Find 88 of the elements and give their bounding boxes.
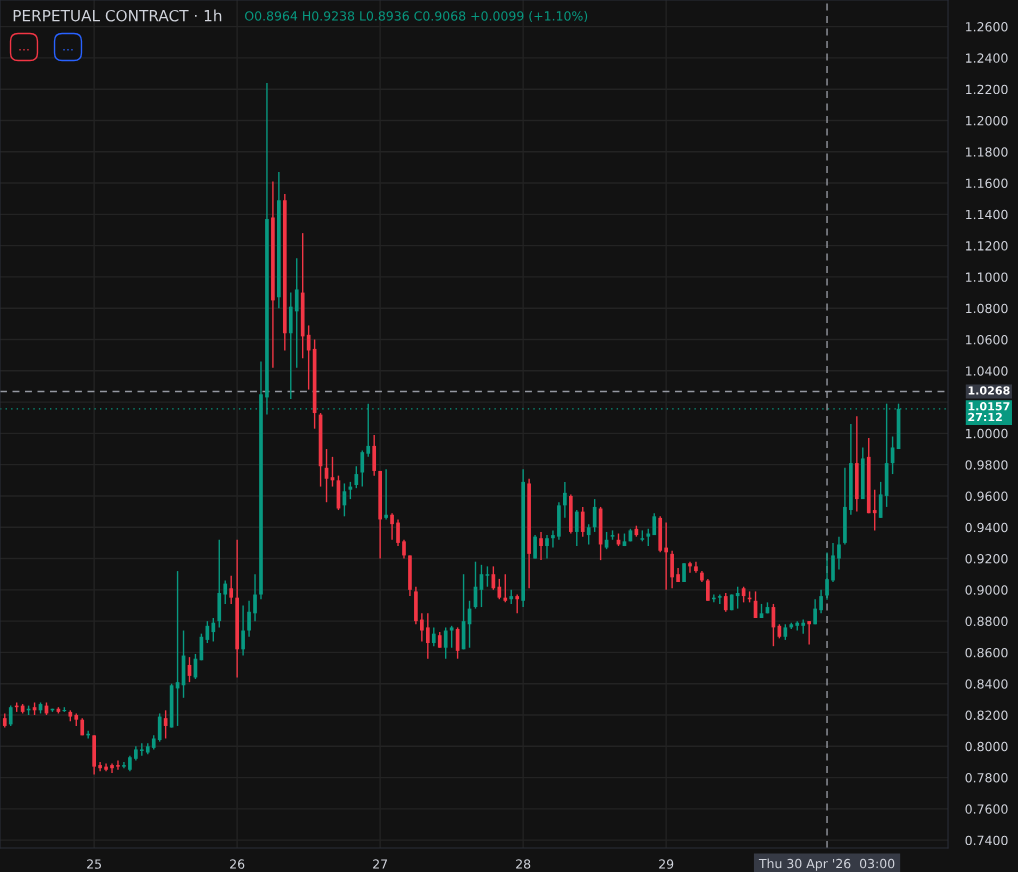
candlestick	[503, 573, 508, 604]
candlestick	[825, 551, 829, 601]
y-tick-label: 1.1800	[966, 147, 1008, 157]
candlestick	[819, 589, 823, 615]
candlestick	[247, 600, 251, 638]
y-tick-label: 1.1600	[966, 178, 1008, 188]
candlestick	[431, 626, 436, 647]
y-tick-label: 0.8800	[965, 616, 1008, 627]
y-tick-label: 1.0400	[966, 366, 1008, 376]
candlestick	[539, 531, 543, 561]
ref-line-label: Thu 30 Apr '26 03:00	[758, 858, 895, 871]
candlestick	[425, 612, 430, 660]
y-tick-label: 0.9800	[965, 460, 1008, 470]
candlestick	[98, 761, 102, 773]
candlestick	[485, 565, 490, 588]
y-tick-label: 1.0600	[966, 334, 1008, 345]
y-tick-label: 1.2200	[966, 84, 1008, 95]
y-tick-label: 0.7600	[965, 804, 1008, 814]
x-tick-label: 26	[230, 859, 245, 869]
candlestick	[223, 579, 228, 605]
candlestick	[807, 620, 812, 646]
text: O0.8964 H0.9238 L0.8936 C0.9068 +0.0099 (+1.10%)	[245, 10, 588, 23]
candlestick	[360, 449, 365, 488]
x-tick-label: 29	[659, 859, 674, 869]
candlestick	[139, 742, 144, 757]
y-tick-label: 0.9200	[965, 554, 1008, 564]
y-tick-label: 0.8400	[965, 679, 1008, 689]
candlestick	[515, 593, 520, 615]
x-tick-label: 27	[373, 859, 388, 869]
x-tick-label: 25	[87, 859, 102, 869]
candlestick	[443, 626, 448, 660]
candlestick	[449, 625, 454, 649]
y-tick-label: 0.9600	[965, 491, 1008, 501]
candlestick	[253, 573, 257, 622]
y-tick-label: 0.8000	[965, 741, 1008, 752]
candlestick	[563, 481, 567, 519]
annotation: ...	[63, 48, 73, 51]
candlestick	[878, 481, 883, 519]
candlestick	[390, 512, 394, 541]
candlestick	[574, 509, 579, 547]
candlestick	[813, 598, 817, 625]
candlestick	[294, 257, 299, 369]
candlestick	[497, 578, 502, 600]
y-tick-label: 0.8600	[965, 647, 1008, 658]
candlestick	[735, 586, 740, 610]
y-tick-label: 0.7400	[965, 835, 1008, 846]
y-tick-label: 1.2600	[966, 22, 1008, 32]
ref-line-label: 1.0157 27:12	[968, 402, 1010, 422]
y-tick-label: 0.8200	[965, 710, 1008, 720]
text: PERPETUAL CONTRACT · 1h	[13, 9, 222, 22]
candlestick	[545, 534, 549, 560]
annotation: ...	[19, 48, 29, 51]
ref-line-label: 1.0268	[968, 386, 1010, 395]
y-tick-label: 1.0000	[966, 428, 1008, 439]
candlestick	[211, 617, 216, 643]
y-tick-label: 1.1400	[966, 209, 1008, 220]
y-tick-label: 1.1200	[966, 241, 1008, 251]
candlestick	[837, 535, 841, 571]
candlestick	[586, 523, 591, 546]
candlestick	[8, 704, 13, 727]
y-tick-label: 1.1000	[966, 272, 1008, 282]
candlestick	[670, 550, 674, 589]
candlestick	[110, 762, 114, 774]
candlestick	[580, 506, 585, 538]
candlestick	[402, 539, 406, 560]
candlestick	[229, 575, 234, 605]
y-tick-label: 1.2400	[966, 53, 1008, 63]
candlestick	[420, 612, 424, 643]
candlestick	[354, 465, 359, 489]
candlestick	[396, 518, 400, 547]
candlestick	[592, 498, 597, 533]
y-tick-label: 0.9000	[965, 585, 1008, 595]
y-tick-label: 0.7800	[965, 773, 1008, 783]
candlestick	[706, 578, 710, 602]
candlestick	[157, 712, 162, 743]
y-tick-label: 1.2000	[966, 115, 1008, 126]
y-tick-label: 0.9400	[965, 522, 1008, 533]
candlestick	[533, 534, 537, 560]
y-tick-label: 1.0800	[966, 303, 1008, 314]
candlestick	[872, 489, 877, 532]
candlestick	[551, 529, 555, 549]
candlestick	[688, 560, 692, 574]
x-tick-label: 28	[516, 859, 531, 869]
candlestick	[384, 468, 388, 521]
candlestick	[116, 759, 120, 771]
candlestick	[241, 604, 245, 657]
candlestick	[723, 592, 728, 613]
candlestick	[664, 521, 669, 591]
